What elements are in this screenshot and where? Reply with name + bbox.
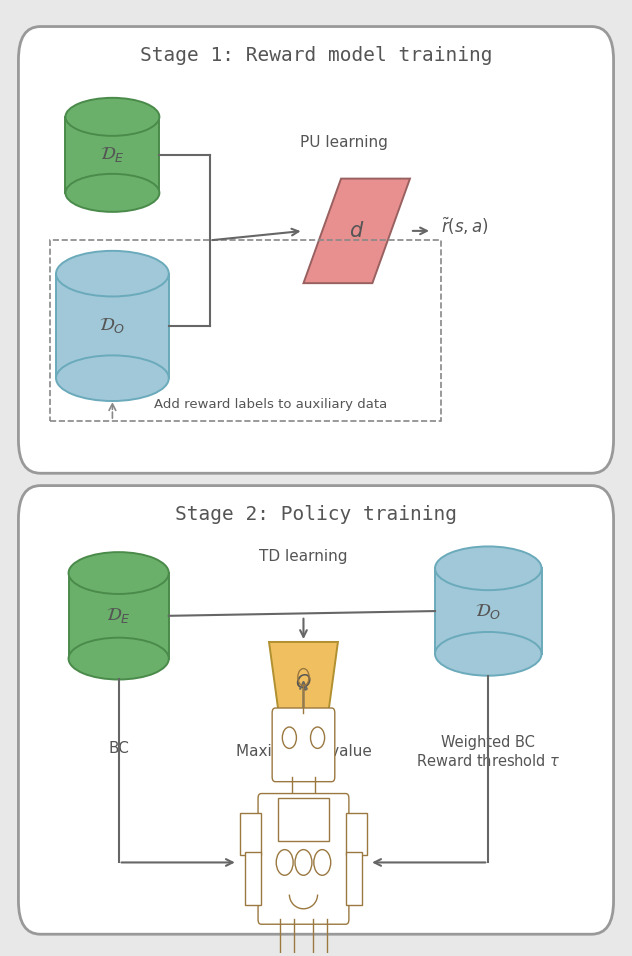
Text: BC: BC [108,741,129,756]
FancyBboxPatch shape [245,852,261,905]
Text: PU learning: PU learning [300,135,388,150]
Text: $\mathcal{D}_O$: $\mathcal{D}_O$ [475,601,501,620]
Ellipse shape [56,250,169,296]
Text: $Q$: $Q$ [295,672,312,692]
FancyBboxPatch shape [435,568,542,654]
Text: $\tilde{r}(s, a)$: $\tilde{r}(s, a)$ [441,215,489,237]
Text: Stage 2: Policy training: Stage 2: Policy training [175,505,457,524]
Ellipse shape [66,98,159,136]
Text: $\mathcal{D}_E$: $\mathcal{D}_E$ [100,145,125,164]
FancyBboxPatch shape [240,813,261,856]
Ellipse shape [435,632,542,676]
FancyBboxPatch shape [68,573,169,659]
Ellipse shape [435,547,542,590]
Ellipse shape [68,553,169,594]
Text: $d$: $d$ [349,221,365,241]
FancyBboxPatch shape [56,273,169,379]
FancyBboxPatch shape [277,798,329,841]
FancyBboxPatch shape [346,813,367,856]
Text: Weighted BC
Reward threshold $\tau$: Weighted BC Reward threshold $\tau$ [416,735,561,769]
Ellipse shape [56,356,169,401]
Text: $\mathcal{D}_O$: $\mathcal{D}_O$ [99,316,125,336]
Ellipse shape [66,174,159,212]
Polygon shape [303,179,410,283]
FancyBboxPatch shape [258,793,349,924]
Ellipse shape [68,638,169,680]
Text: Maximize Q value: Maximize Q value [236,744,372,759]
FancyBboxPatch shape [66,117,159,193]
FancyBboxPatch shape [18,27,614,473]
FancyBboxPatch shape [272,708,335,782]
Text: $\mathcal{D}_E$: $\mathcal{D}_E$ [106,606,131,625]
Text: Stage 1: Reward model training: Stage 1: Reward model training [140,46,492,65]
Text: Add reward labels to auxiliary data: Add reward labels to auxiliary data [154,399,387,411]
Polygon shape [269,641,338,723]
FancyBboxPatch shape [346,852,362,905]
Text: TD learning: TD learning [259,549,348,563]
FancyBboxPatch shape [18,486,614,934]
